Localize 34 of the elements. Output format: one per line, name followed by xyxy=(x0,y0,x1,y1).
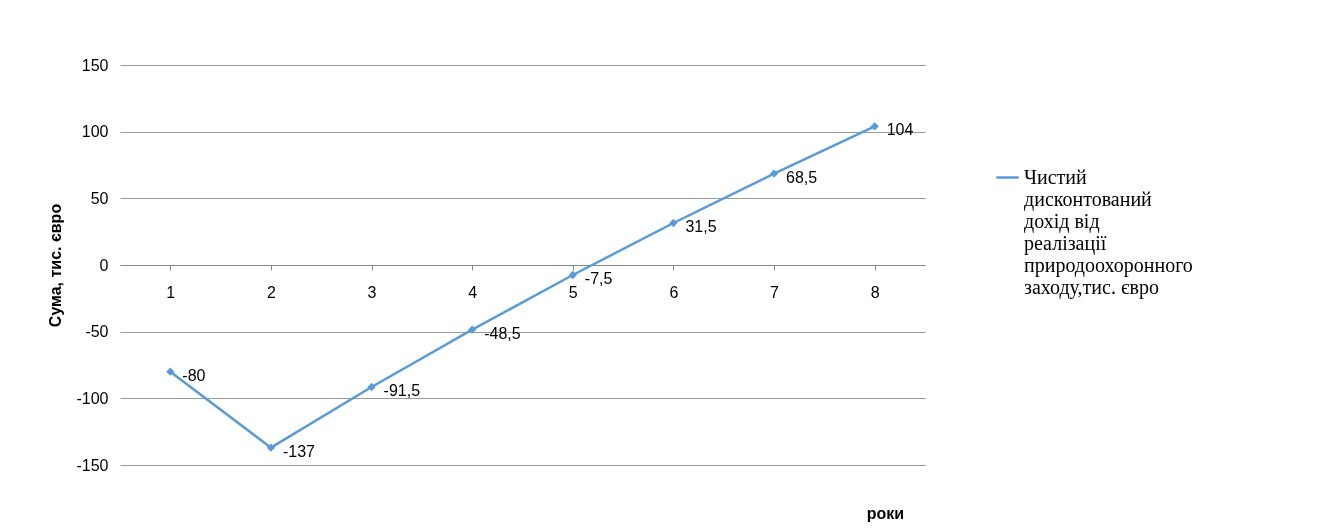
data-label: -48,5 xyxy=(484,324,521,342)
x-axis-title: роки xyxy=(866,504,905,522)
x-tick-label: 7 xyxy=(770,283,780,301)
legend-label: Чистий дисконтований дохід від реалізації природоохоронного заходу,тис. євро xyxy=(1024,165,1193,299)
y-tick-label: 100 xyxy=(81,123,109,141)
y-tick-label: 0 xyxy=(99,256,109,274)
y-tick-label: 50 xyxy=(90,189,109,207)
x-tick-label: 8 xyxy=(870,283,880,301)
y-tick-label: -50 xyxy=(85,323,109,341)
y-tick-label: 150 xyxy=(81,56,109,74)
point xyxy=(568,270,577,280)
data-label: 104 xyxy=(886,121,914,139)
data-label: -80 xyxy=(182,366,206,384)
point xyxy=(870,122,879,131)
point xyxy=(266,443,276,452)
y-axis-title: Сума, тис. євро xyxy=(47,203,65,328)
x-tick-label: 4 xyxy=(468,283,478,301)
x-tick-label: 6 xyxy=(669,283,679,301)
data-label: 31,5 xyxy=(685,218,717,235)
data-label: 68,5 xyxy=(786,168,818,186)
x-tick-label: 3 xyxy=(367,283,377,301)
data-label: -7,5 xyxy=(584,270,613,287)
point xyxy=(367,382,376,392)
point xyxy=(769,169,779,178)
y-tick-label: -100 xyxy=(76,389,109,407)
x-tick-label: 5 xyxy=(568,283,578,301)
x-tick-label: 1 xyxy=(166,283,176,301)
point xyxy=(468,325,477,334)
point xyxy=(166,367,175,376)
data-label: -137 xyxy=(282,442,316,460)
data-label: -91,5 xyxy=(383,382,421,399)
y-tick-label: -150 xyxy=(76,456,109,474)
x-tick-label: 2 xyxy=(266,283,276,301)
point xyxy=(669,218,678,228)
